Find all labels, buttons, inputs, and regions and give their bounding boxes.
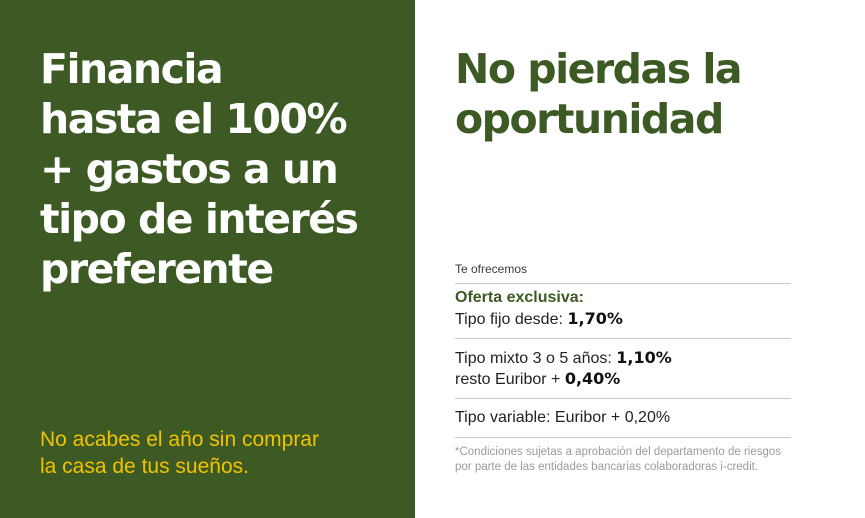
offer-block-variable: Tipo variable: Euribor + 0,20% — [455, 399, 791, 437]
tagline: No acabes el año sin comprar la casa de … — [40, 426, 400, 480]
mixed-rate-value: 1,10% — [616, 348, 672, 367]
tagline-line: No acabes el año sin comprar — [40, 428, 319, 451]
mixed-rest-value: 0,40% — [564, 369, 621, 388]
headline-line: hasta el 100% — [40, 95, 348, 143]
mixed-rest-label: resto Euribor + — [455, 371, 565, 388]
left-panel: Financia hasta el 100% + gastos a un tip… — [0, 0, 415, 518]
headline-line: tipo de interés — [40, 195, 359, 243]
tagline-line: la casa de tus sueños. — [40, 455, 249, 478]
divider — [455, 437, 791, 438]
right-panel — [415, 0, 865, 518]
right-title-line: No pierdas la — [455, 45, 743, 93]
variable-rate-line: Tipo variable: Euribor + 0,20% — [455, 409, 671, 426]
offer-block-mixed: Tipo mixto 3 o 5 años: 1,10% resto Eurib… — [455, 339, 791, 398]
footnote-line: *Condiciones sujetas a aprobación del de… — [455, 446, 782, 458]
fixed-rate-label: Tipo fijo desde: — [455, 311, 568, 328]
right-title: No pierdas la oportunidad — [455, 44, 845, 144]
mixed-rate-label: Tipo mixto 3 o 5 años: — [455, 350, 617, 367]
offer-intro: Te ofrecemos — [455, 262, 528, 276]
footnote: *Condiciones sujetas a aprobación del de… — [455, 445, 791, 475]
offer-title: Oferta exclusiva: — [455, 289, 584, 306]
mixed-rate-line: Tipo mixto 3 o 5 años: 1,10% — [455, 348, 791, 369]
offer-block-fixed: Oferta exclusiva: Tipo fijo desde: 1,70% — [455, 289, 791, 338]
offer-box: Te ofrecemos Oferta exclusiva: Tipo fijo… — [455, 262, 791, 475]
fixed-rate-line: Tipo fijo desde: 1,70% — [455, 309, 791, 330]
headline: Financia hasta el 100% + gastos a un tip… — [40, 44, 400, 294]
divider — [455, 338, 791, 339]
fixed-rate-value: 1,70% — [567, 309, 623, 328]
headline-line: Financia — [40, 45, 224, 93]
right-title-line: oportunidad — [455, 95, 724, 143]
footnote-line: por parte de las entidades bancarias col… — [455, 461, 759, 473]
divider — [455, 398, 791, 399]
headline-line: preferente — [40, 245, 274, 293]
divider — [455, 283, 791, 284]
mixed-rest-line: resto Euribor + 0,40% — [455, 369, 791, 390]
headline-line: + gastos a un — [40, 145, 339, 193]
